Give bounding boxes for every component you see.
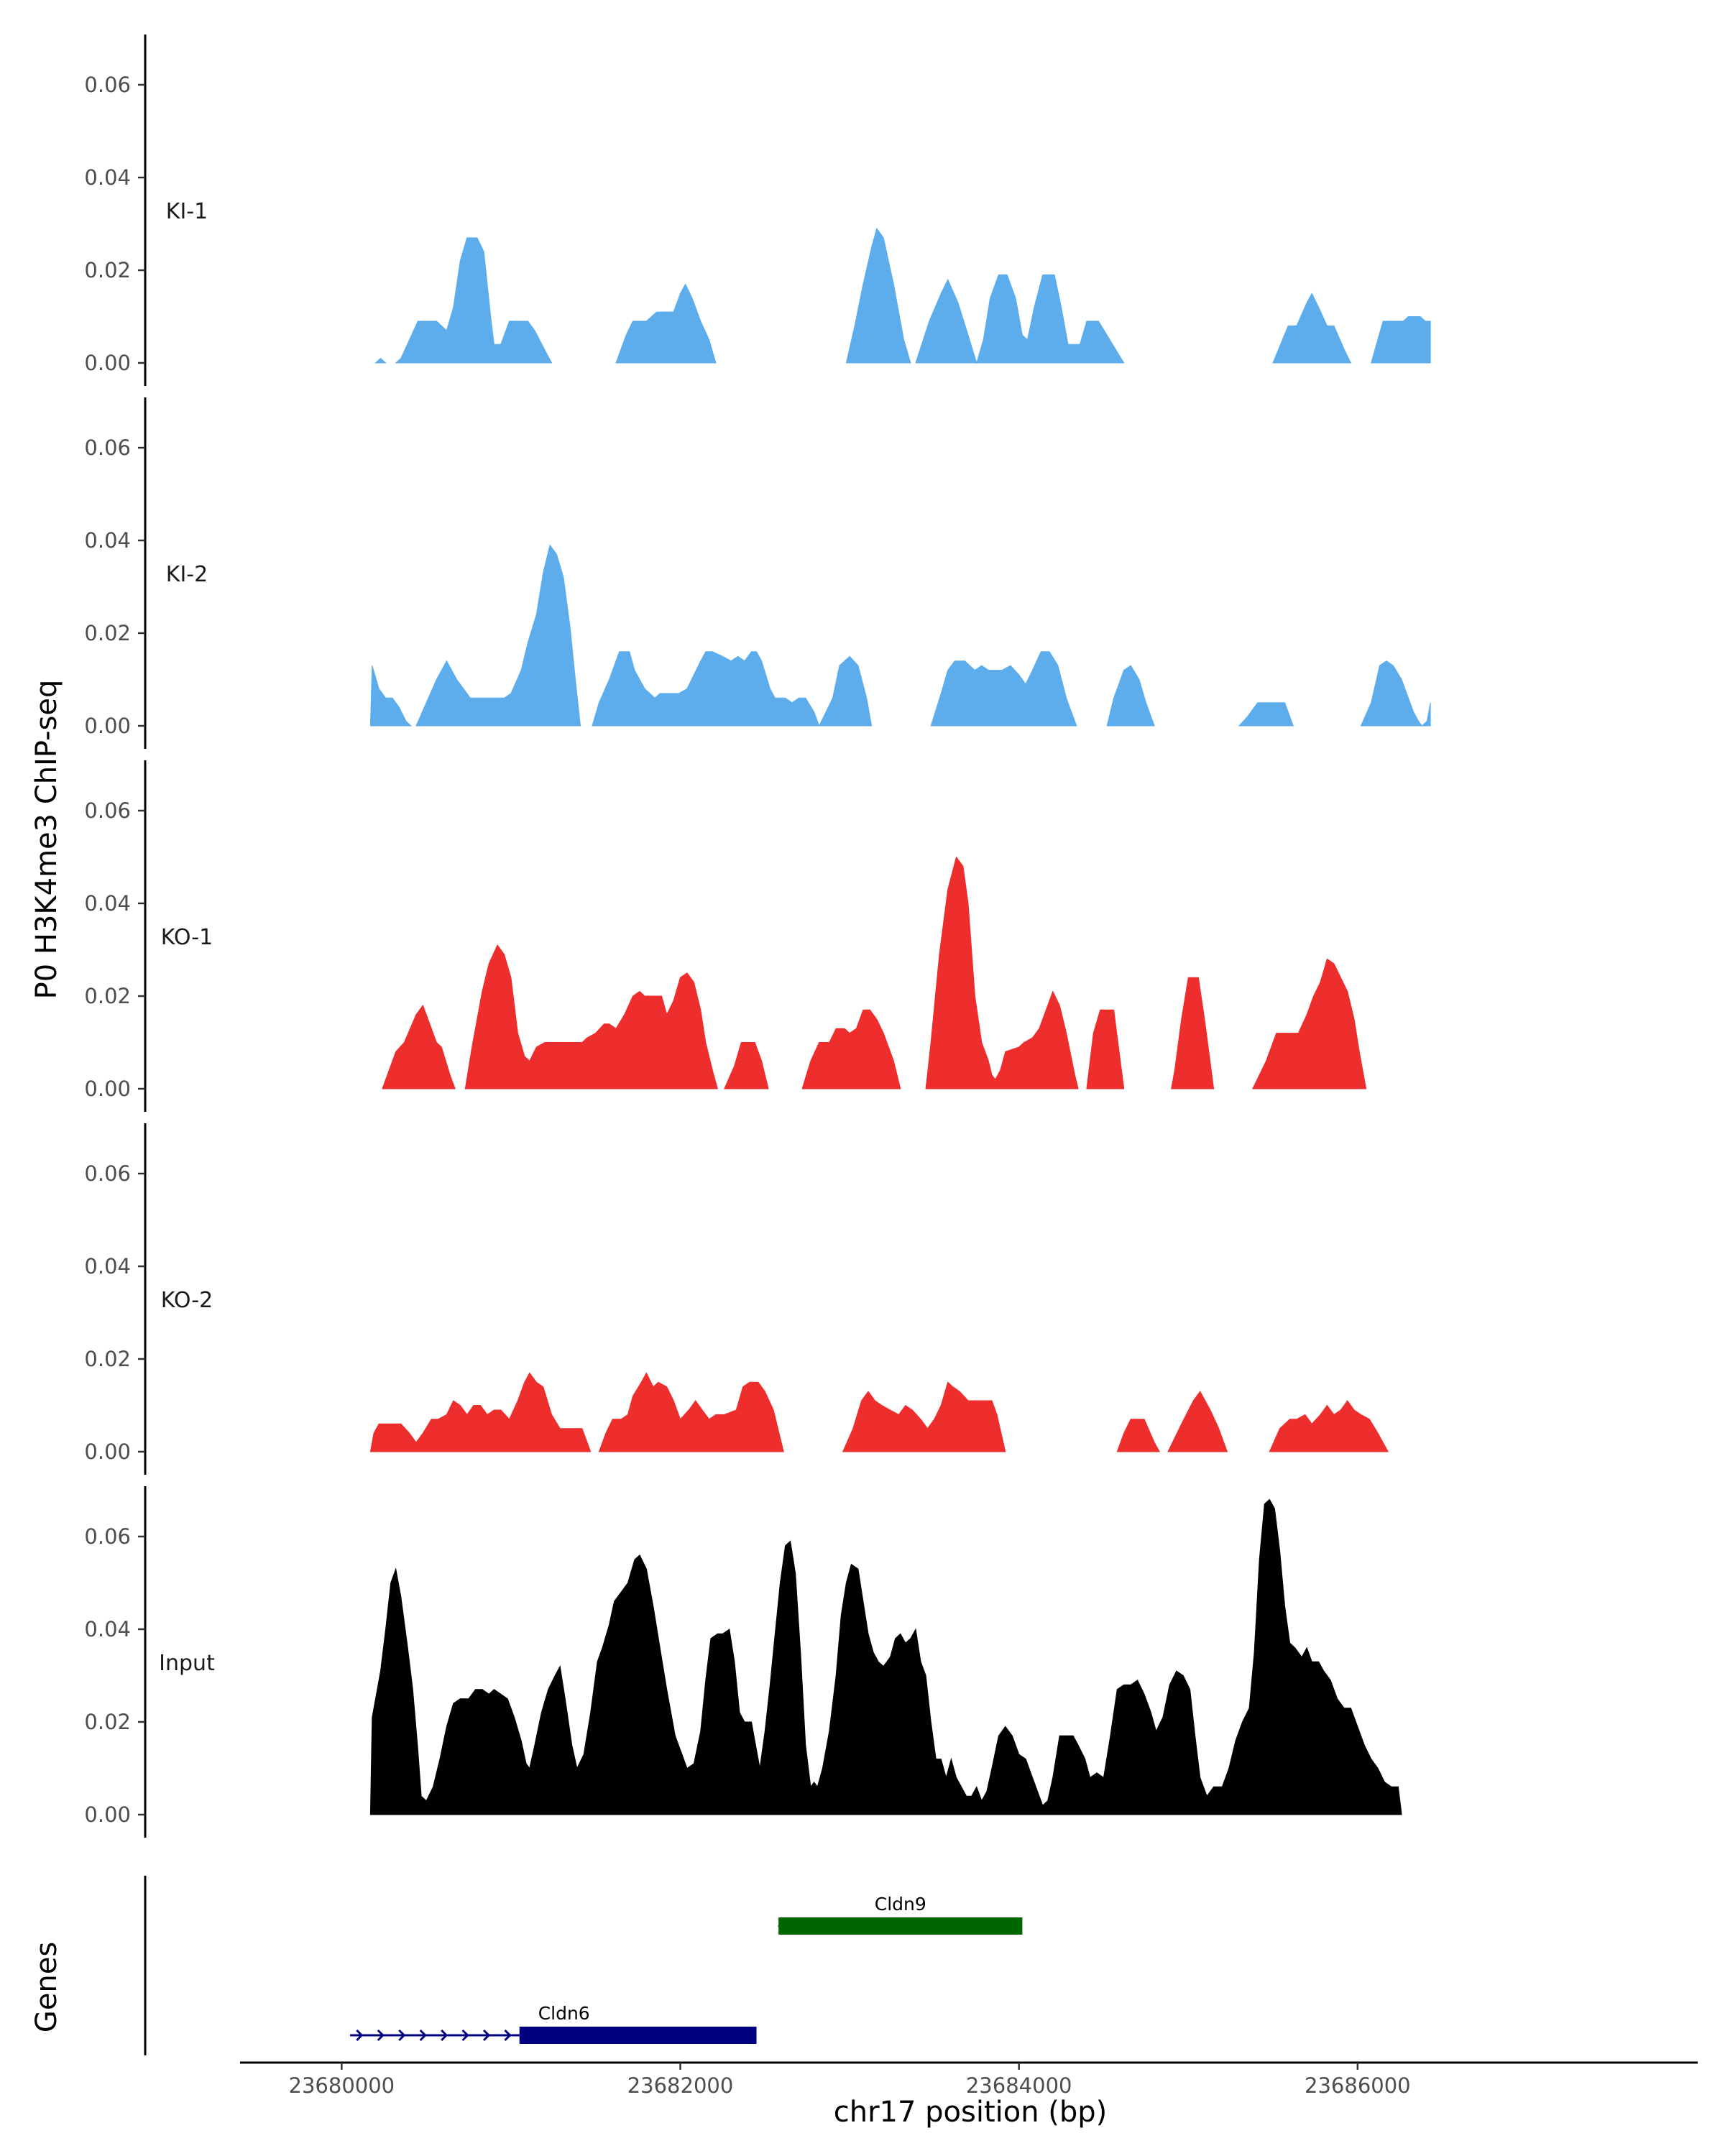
y-tick-label: 0.04 xyxy=(84,528,131,553)
gene-cldn6: Cldn6 xyxy=(350,2003,757,2044)
y-tick-label: 0.06 xyxy=(84,1161,131,1186)
track-ki-2: 0.00 0.02 0.04 0.06 KI-2 xyxy=(84,397,1431,749)
x-axis: 23680000 23682000 23684000 23686000 xyxy=(240,2061,1698,2098)
track-label: Input xyxy=(159,1651,215,1676)
strand-arrow xyxy=(504,2029,512,2042)
y-tick-label: 0.00 xyxy=(84,1077,131,1101)
x-axis-title: chr17 position (bp) xyxy=(834,2096,1108,2129)
track-ki-1: 0.00 0.02 0.04 0.06 KI-1 xyxy=(84,34,1431,386)
strand-arrow xyxy=(398,2029,406,2042)
y-tick-label: 0.00 xyxy=(84,1802,131,1827)
strand-arrow xyxy=(441,2029,448,2042)
track-ko-2: 0.00 0.02 0.04 0.06 KO-2 xyxy=(84,1123,1389,1475)
strand-arrow xyxy=(461,2029,469,2042)
gene-label: Cldn9 xyxy=(875,1894,926,1915)
track-label: KO-2 xyxy=(161,1288,213,1313)
signal-tracks: 0.00 0.02 0.04 0.06 KI-1 0.00 0.02 0.04 0.06 KI-2… xyxy=(84,34,1431,1838)
track-input: 0.00 0.02 0.04 0.06 Input xyxy=(84,1486,1402,1838)
x-tick-label: 23684000 xyxy=(966,2073,1072,2098)
strand-arrow xyxy=(419,2029,427,2042)
y-tick-label: 0.00 xyxy=(84,1439,131,1464)
y-tick-label: 0.06 xyxy=(84,798,131,823)
x-tick-label: 23680000 xyxy=(289,2073,395,2098)
signal-area xyxy=(369,1498,1402,1815)
y-axis-title: P0 H3K4me3 ChIP-seq xyxy=(30,680,63,1000)
gene-exon xyxy=(519,2027,757,2044)
y-tick-label: 0.02 xyxy=(84,1347,131,1371)
y-tick-label: 0.06 xyxy=(84,73,131,97)
track-ko-1: 0.00 0.02 0.04 0.06 KO-1 xyxy=(84,760,1367,1112)
strand-arrow xyxy=(482,2029,491,2042)
y-tick-label: 0.00 xyxy=(84,351,131,375)
signal-area xyxy=(374,227,1431,364)
y-tick-label: 0.04 xyxy=(84,165,131,190)
gene-label: Cldn6 xyxy=(538,2003,590,2024)
y-tick-label: 0.00 xyxy=(84,714,131,738)
x-tick-label: 23686000 xyxy=(1305,2073,1411,2098)
x-tick-label: 23682000 xyxy=(627,2073,734,2098)
genes-axis-title: Genes xyxy=(30,1942,63,2032)
genes-track: Cldn9 Cldn6 xyxy=(144,1876,1023,2055)
y-tick-label: 0.02 xyxy=(84,621,131,645)
gene-exon xyxy=(778,1917,1023,1935)
y-tick-label: 0.04 xyxy=(84,1617,131,1641)
strand-arrow xyxy=(377,2029,385,2042)
track-label: KI-1 xyxy=(166,199,208,224)
strand-arrow xyxy=(778,1920,786,1932)
signal-area xyxy=(369,1372,1389,1452)
y-tick-label: 0.04 xyxy=(84,1254,131,1279)
track-label: KO-1 xyxy=(161,925,213,950)
y-tick-label: 0.02 xyxy=(84,984,131,1008)
signal-area xyxy=(382,856,1367,1089)
signal-area xyxy=(369,544,1431,727)
strand-arrow xyxy=(356,2029,364,2042)
y-tick-label: 0.06 xyxy=(84,1524,131,1549)
y-tick-label: 0.02 xyxy=(84,258,131,282)
y-tick-label: 0.02 xyxy=(84,1710,131,1734)
track-label: KI-2 xyxy=(166,562,208,587)
gene-cldn9: Cldn9 xyxy=(778,1894,1023,1935)
y-tick-label: 0.06 xyxy=(84,436,131,460)
y-tick-label: 0.04 xyxy=(84,891,131,916)
